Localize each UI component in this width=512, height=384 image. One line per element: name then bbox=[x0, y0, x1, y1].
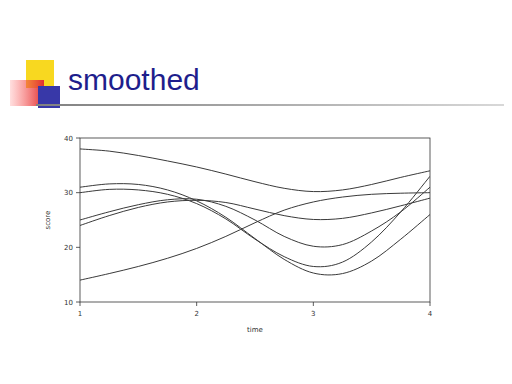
x-tick-label: 4 bbox=[428, 310, 433, 318]
title-rule bbox=[36, 104, 504, 106]
y-tick-label: 20 bbox=[64, 244, 73, 252]
series-line bbox=[80, 149, 430, 192]
slide: smoothed 10 20 30 40 1 2 3 4 time score bbox=[0, 0, 512, 384]
y-tick bbox=[76, 247, 80, 248]
y-tick-label: 10 bbox=[64, 299, 73, 307]
series-line bbox=[80, 184, 430, 275]
series-line bbox=[80, 198, 430, 225]
x-tick bbox=[80, 302, 81, 306]
y-tick bbox=[76, 138, 80, 139]
x-tick bbox=[313, 302, 314, 306]
title: smoothed bbox=[68, 63, 200, 96]
x-tick-label: 2 bbox=[194, 310, 198, 318]
x-axis-label: time bbox=[247, 326, 263, 334]
y-tick-label: 40 bbox=[64, 135, 73, 143]
lines bbox=[80, 149, 430, 280]
x-tick-label: 3 bbox=[311, 310, 315, 318]
x-tick bbox=[430, 302, 431, 306]
x-tick-label: 1 bbox=[78, 310, 82, 318]
plot-frame bbox=[80, 138, 430, 302]
y-tick bbox=[76, 192, 80, 193]
y-tick bbox=[76, 302, 80, 303]
y-axis-label: score bbox=[44, 211, 52, 230]
series-line bbox=[80, 187, 430, 247]
y-tick-label: 30 bbox=[64, 189, 73, 197]
series-line bbox=[80, 176, 430, 266]
x-tick bbox=[196, 302, 197, 306]
